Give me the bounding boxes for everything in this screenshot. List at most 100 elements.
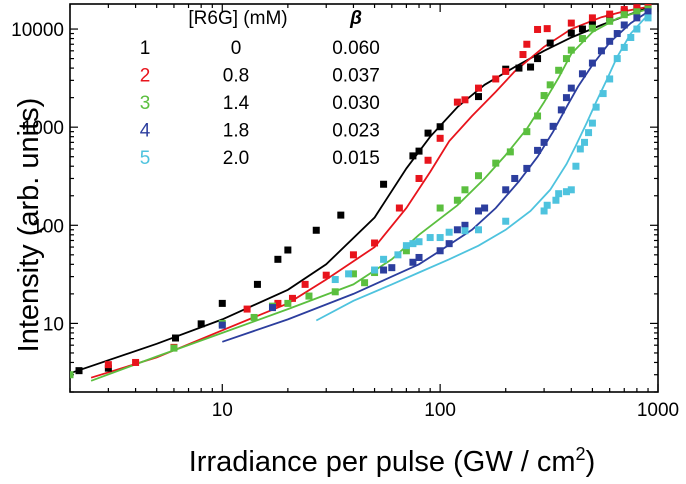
series-1-point [515,64,523,72]
series-1-point [284,246,292,254]
series-2-point [301,280,309,288]
series-2-point [436,134,444,142]
legend-beta: 0.037 [332,66,380,87]
series-2-point [502,67,510,75]
legend-beta: 0.060 [332,38,380,59]
series-5-point [402,242,410,250]
legend-beta: 0.030 [332,93,380,114]
legend-header-concentration: [R6G] (mM) [188,8,287,29]
series-2-point [371,239,379,247]
legend-beta: 0.023 [332,121,380,142]
series-5-point [543,201,551,209]
series-4-point [388,264,396,272]
series-4-point [588,59,596,67]
series-2-point [104,361,112,369]
series-5-point [585,129,593,137]
series-1-point [424,129,432,137]
x-axis-title-sup: 2 [576,444,586,464]
series-1-point [578,25,586,33]
series-4-point [534,146,542,154]
series-5-point [380,255,388,263]
series-5-point [588,119,596,127]
series-3-point [70,371,74,379]
series-lines [70,6,649,382]
y-tick-label: 10 [43,314,64,335]
series-1-point [172,334,180,342]
series-3-point [402,247,410,255]
plot-frame [69,3,659,393]
series-1-point [197,320,205,328]
x-axis: 10 100 1000 [69,4,679,421]
series-5-point [555,190,563,198]
series-5-point [581,138,589,146]
series-4-point [453,226,461,234]
series-5-point [592,103,600,111]
legend-index-2: 2 [140,66,151,87]
series-4-point [557,106,565,114]
series-2-point [461,96,469,104]
series-4-point [218,321,226,329]
series-5-point [371,266,379,274]
series-1-point [312,226,320,234]
series-3-point [305,292,313,300]
series-3-point [523,128,531,136]
series-1-point [337,211,345,219]
series-3-point [436,204,444,212]
y-tick-label: 1000 [22,118,64,139]
series-2-point [543,25,551,33]
series-4-point [409,258,417,266]
series-1-point [436,123,444,131]
series-4-point [549,122,557,130]
series-2-point [620,6,628,14]
series-4-point [562,94,570,102]
series-2-point [453,98,461,106]
legend: [R6G] (mM) β 1 0 0.060 2 0.8 0.037 3 1.4 0.030 4 1.8… [140,8,380,169]
series-3-point [555,66,563,74]
series-1-point [104,364,112,372]
series-4-point [613,30,621,38]
series-3-point [546,81,554,89]
series-5-point [394,251,402,259]
series-1-point [75,367,83,375]
series-1-point [253,280,261,288]
series-4-point [380,266,388,274]
legend-concentration: 1.8 [223,121,249,142]
series-3-point [633,8,641,16]
series-2-point [633,4,641,12]
series-1-point [475,93,483,101]
series-3-point [562,55,570,63]
series-2-point [322,271,330,279]
series-4-point [567,84,575,92]
series-1-point [527,63,535,71]
series-5-point [567,186,575,194]
series-1-point [218,299,226,307]
series-2-fit-line [90,6,649,379]
series-2-point [243,305,251,313]
legend-beta: 0.015 [332,148,380,169]
series-5-point [461,227,469,235]
series-5-point [576,145,584,153]
series-2-point [588,14,596,22]
series-2-point [349,251,357,259]
legend-concentration: 2.0 [223,148,249,169]
series-4-point [540,138,548,146]
series-4-point [502,186,510,194]
series-4-point [620,21,628,29]
series-3-point [534,112,542,120]
series-3-fit-line [90,8,649,382]
legend-index-5: 5 [140,148,151,169]
x-axis-title: Irradiance per pulse (GW / cm2) [189,444,595,478]
legend-concentration: 1.4 [223,93,250,114]
series-4-point [644,8,652,16]
series-4-point [268,304,276,312]
series-1-point [567,29,575,37]
series-4-point [461,221,469,229]
legend-index-1: 1 [140,38,151,59]
series-5-point [540,207,548,215]
series-3-point [620,11,628,19]
series-2-point [475,84,483,92]
series-3-point [361,279,369,287]
series-5-point [627,34,635,42]
